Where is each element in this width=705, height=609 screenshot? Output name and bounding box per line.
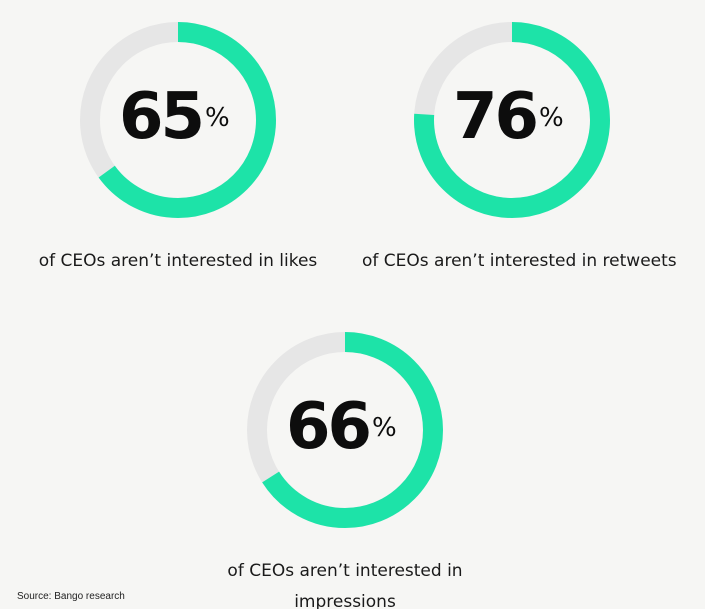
caption-impressions-line-2: impressions [294,592,396,609]
caption-impressions: of CEOs aren’t interested in impressions [195,556,495,609]
donut-arc-likes [80,22,276,218]
percent-sign-impressions: % [372,413,397,443]
percentage-value-retweets: 76 [453,80,537,154]
percentage-value-impressions: 66 [286,390,370,464]
donut-chart-impressions: 66 % [247,332,443,528]
donut-chart-likes: 65 % [80,22,276,218]
source-note: Source: Bango research [17,591,125,602]
caption-retweets: of CEOs aren’t interested in retweets [362,251,677,271]
caption-likes: of CEOs aren’t interested in likes [38,251,318,271]
percent-sign-retweets: % [539,103,564,133]
caption-impressions-line-1: of CEOs aren’t interested in [227,561,463,581]
donut-arc-impressions [247,332,443,528]
donut-chart-retweets: 76 % [414,22,610,218]
percent-sign-likes: % [205,103,230,133]
donut-arc-retweets [414,22,610,218]
percentage-value-likes: 65 [119,80,202,154]
